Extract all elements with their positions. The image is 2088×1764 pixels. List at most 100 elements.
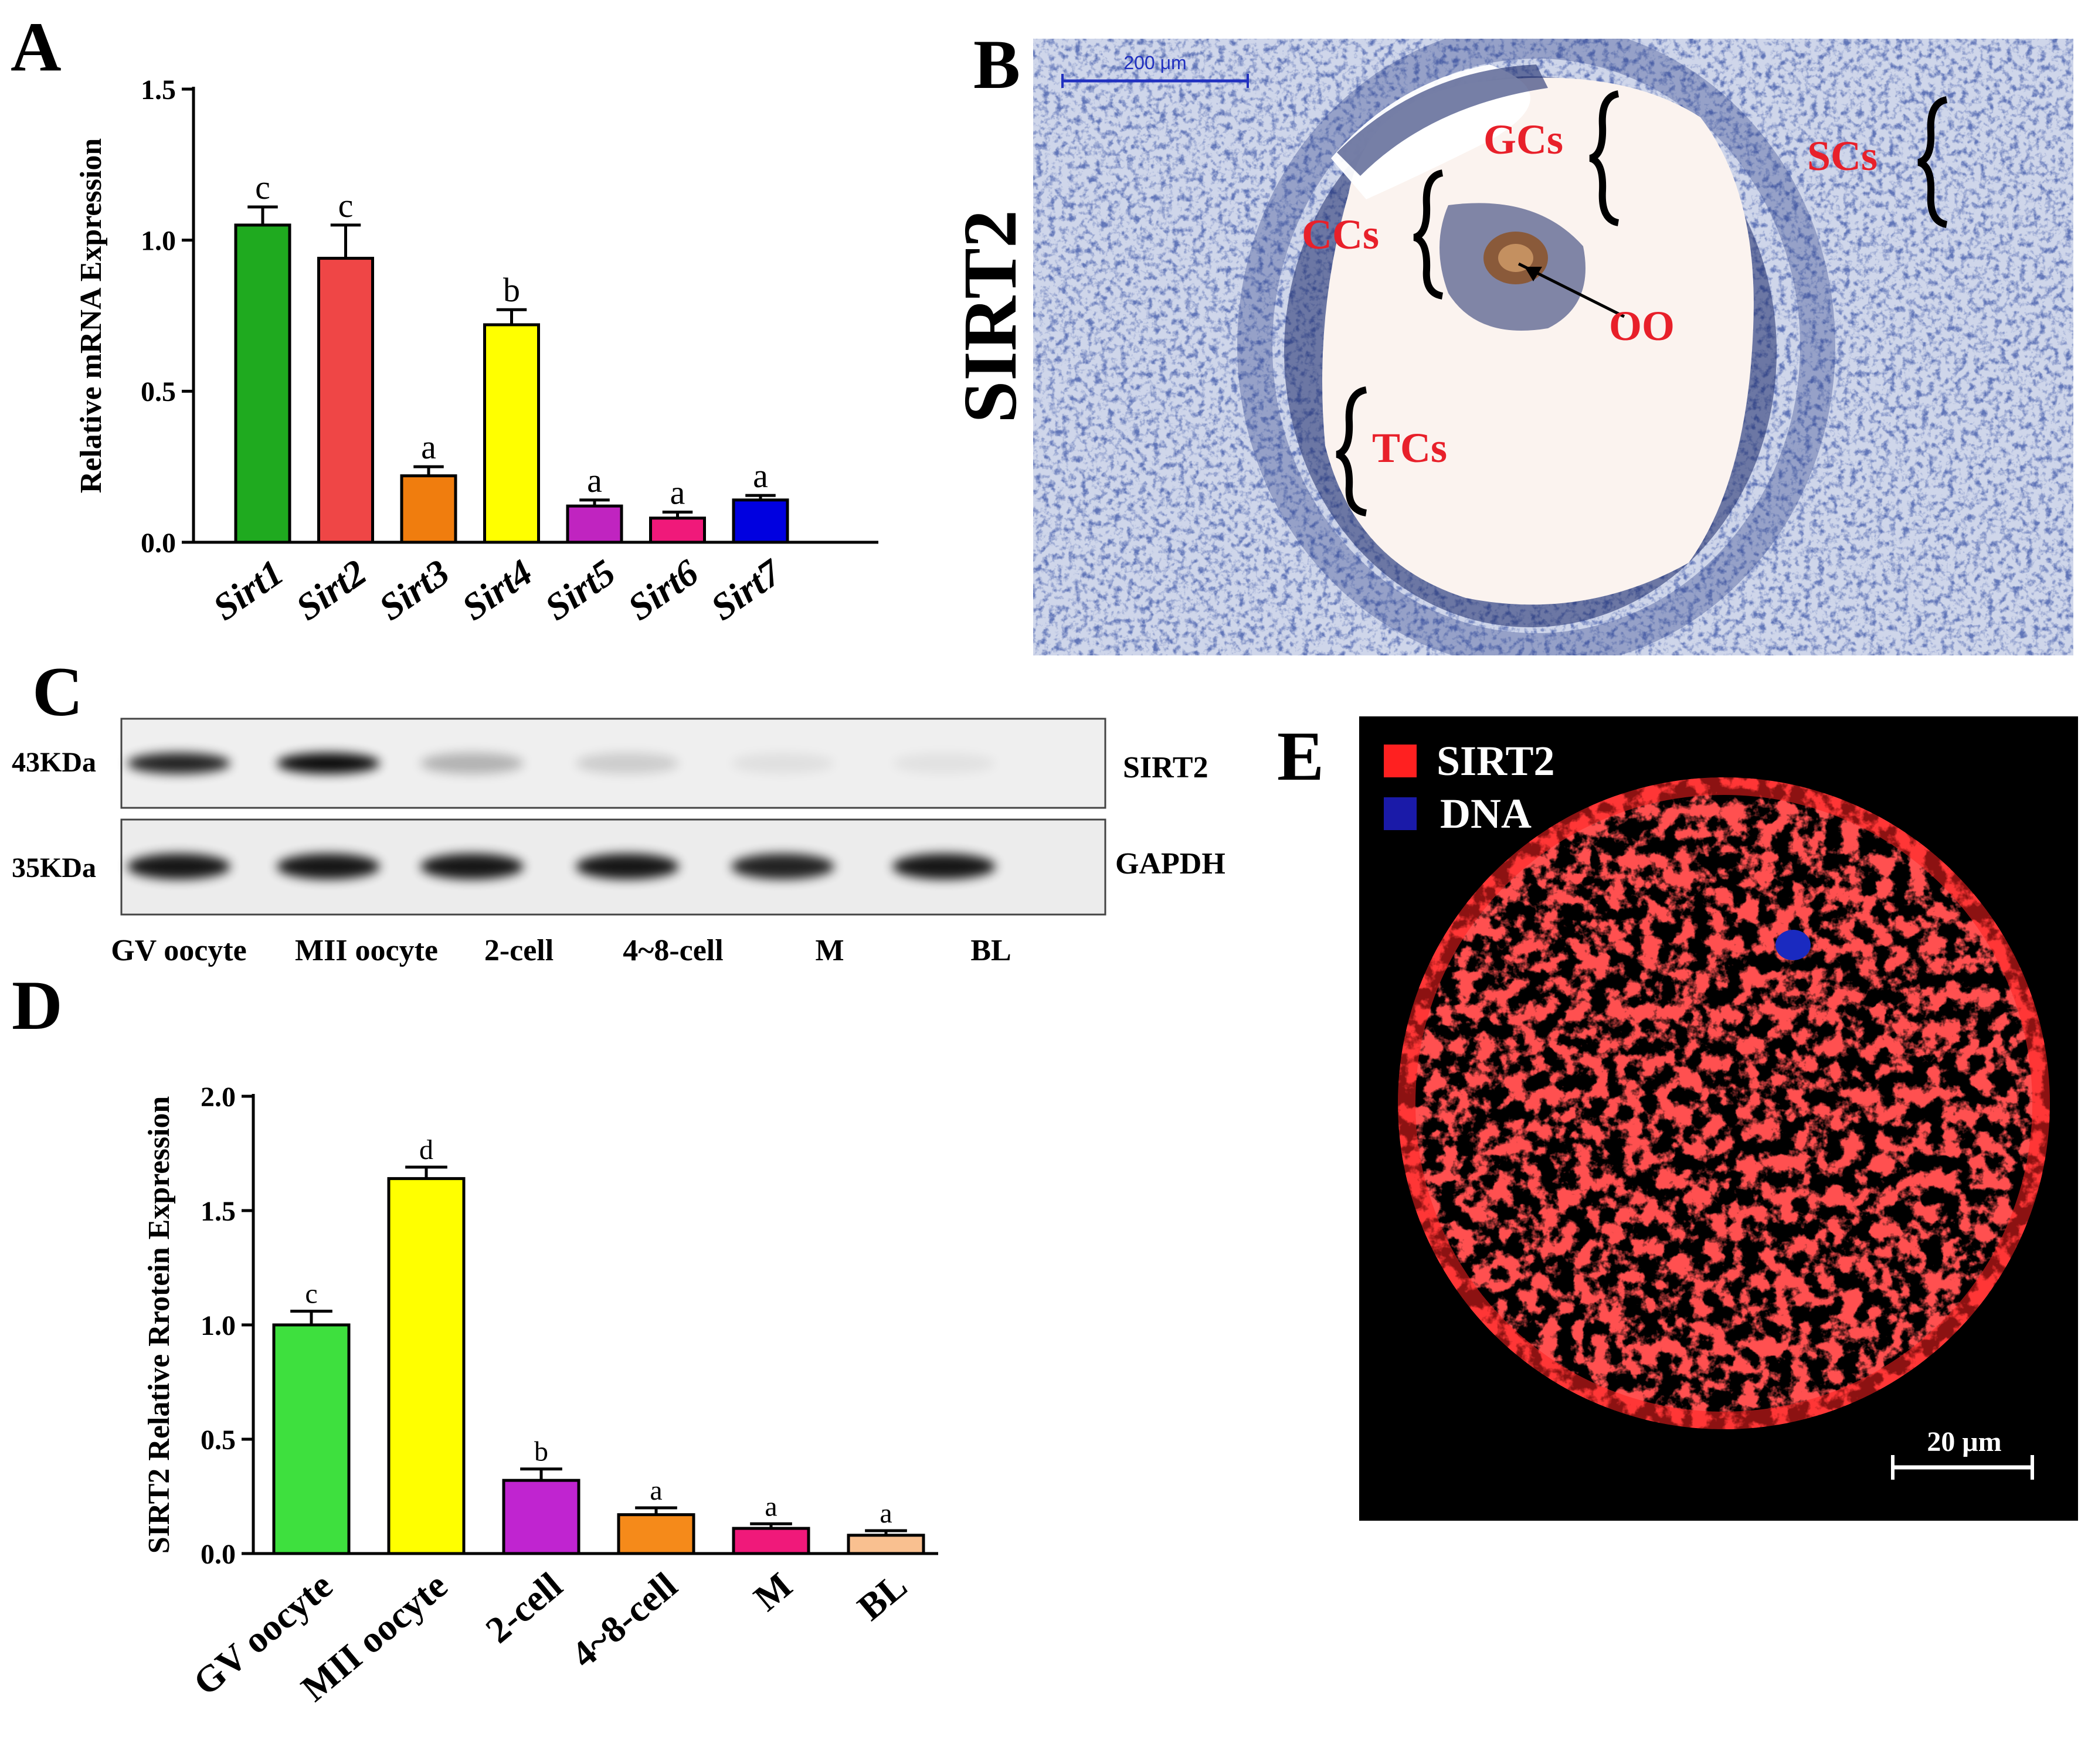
fluorescence-scale-text: 20 μm <box>1927 1426 2001 1457</box>
category-label: Sirt2 <box>288 551 374 628</box>
label-tcs: TCs <box>1372 424 1447 471</box>
significance-label: a <box>421 428 436 466</box>
legend-label-dna: DNA <box>1440 790 1532 837</box>
category-label: Sirt7 <box>703 550 790 628</box>
bar <box>617 1513 695 1555</box>
bar <box>317 257 374 544</box>
significance-label: c <box>338 186 354 225</box>
bar <box>502 1479 580 1555</box>
y-axis-label: Relative mRNA Expression <box>74 138 108 494</box>
blot-band <box>892 854 996 879</box>
blot-band <box>731 753 834 774</box>
label-scs: SCs <box>1807 132 1877 179</box>
blot-band <box>731 854 834 879</box>
panel-d: D 0.0 0.5 1.0 1.5 2.0 SIRT2 Relative Rrotein … <box>12 966 938 1709</box>
panel-letter-c: C <box>32 652 83 730</box>
y-axis-label: SIRT2 Relative Rrotein Expression <box>142 1096 176 1554</box>
brace-tcs <box>1336 386 1367 516</box>
significance-label: b <box>534 1436 548 1467</box>
bar <box>234 223 291 544</box>
y-tick-label: 0.5 <box>201 1425 236 1456</box>
label-ccs: CCs <box>1302 211 1379 258</box>
bar <box>272 1323 351 1555</box>
label-gcs: GCs <box>1483 116 1563 163</box>
blot-lane-label: 2-cell <box>484 934 554 967</box>
blot-band <box>420 753 524 774</box>
bar <box>483 323 540 544</box>
significance-label: c <box>305 1279 317 1310</box>
y-tick-label: 0.0 <box>141 528 176 559</box>
bar <box>847 1534 925 1555</box>
brace-scs <box>1917 96 1948 228</box>
sirt2-signal <box>1398 777 2050 1429</box>
blot-band <box>277 753 380 774</box>
blot-band <box>127 753 230 774</box>
legend-swatch-sirt2 <box>1384 745 1417 777</box>
panel-letter-e: E <box>1277 717 1324 795</box>
significance-label: c <box>255 168 270 206</box>
brace-ccs <box>1413 169 1444 300</box>
blot-band <box>127 854 230 879</box>
significance-label: a <box>587 461 602 499</box>
category-label: BL <box>850 1564 915 1628</box>
bar <box>732 1527 810 1555</box>
panel-letter-a: A <box>11 8 62 86</box>
panel-a: A 0.0 0.5 1.0 1.5 Relative mRNA Expression c S… <box>11 8 878 628</box>
brace-gcs <box>1589 90 1620 226</box>
y-tick-label: 1.0 <box>201 1310 236 1341</box>
blot-lane-labels: GV oocyte MII oocyte 2-cell 4~8-cell M BL <box>111 934 1011 967</box>
chart-d: 0.0 0.5 1.0 1.5 2.0 SIRT2 Relative Rrotein Ex… <box>142 1082 938 1709</box>
bar <box>387 1177 466 1555</box>
kda-label-1: 43KDa <box>12 747 96 778</box>
significance-label: a <box>765 1491 777 1522</box>
category-label: 2-cell <box>478 1564 570 1651</box>
y-tick-label: 1.5 <box>201 1196 236 1227</box>
category-label: 4~8-cell <box>563 1564 685 1675</box>
category-label: Sirt3 <box>371 551 457 628</box>
chart-a: 0.0 0.5 1.0 1.5 Relative mRNA Expression c Sir… <box>74 74 878 628</box>
histology-labels: GCs SCs CCs OO TCs <box>1302 90 1948 516</box>
bar <box>649 516 706 544</box>
panel-letter-d: D <box>12 966 63 1044</box>
legend-swatch-dna <box>1384 797 1417 830</box>
bar <box>566 504 623 544</box>
significance-label: a <box>650 1475 662 1506</box>
category-label: M <box>746 1564 800 1619</box>
significance-label: a <box>670 473 685 511</box>
histology-side-label: SIRT2 <box>948 210 1033 423</box>
significance-label: b <box>503 271 520 309</box>
label-oo: OO <box>1609 303 1675 349</box>
significance-label: d <box>419 1134 433 1165</box>
blot-bands <box>127 753 996 879</box>
bar <box>732 498 789 544</box>
category-label: Sirt1 <box>205 551 291 628</box>
blot-band <box>576 854 679 879</box>
blot-lane-label: GV oocyte <box>111 934 247 967</box>
y-tick-label: 1.5 <box>141 74 176 106</box>
panel-c: C 43KDa 35KDa SIRT2 GAPDH GV oocyte MII o… <box>12 652 1225 967</box>
panel-b: B SIRT2 200 μm GCs SCs CCs OO TCs <box>948 25 2073 655</box>
blot-lane-label: 4~8-cell <box>623 934 723 967</box>
y-tick-label: 0.5 <box>141 376 176 407</box>
histology-scale-text: 200 μm <box>1123 52 1186 73</box>
blot-lane-label: MII oocyte <box>295 934 438 967</box>
blot-protein-gapdh: GAPDH <box>1115 847 1225 881</box>
legend-label-sirt2: SIRT2 <box>1437 737 1555 784</box>
y-tick-label: 2.0 <box>201 1082 236 1113</box>
panel-letter-b: B <box>973 25 1020 103</box>
blot-band <box>576 753 679 774</box>
panel-e: E SIRT2 DNA 20 μm <box>1277 716 2078 1521</box>
category-label: Sirt6 <box>620 551 706 628</box>
blot-lane-label: M <box>815 934 844 967</box>
blot-protein-sirt2: SIRT2 <box>1123 751 1208 784</box>
blot-lane-label: BL <box>970 934 1011 967</box>
dna-signal <box>1775 930 1811 960</box>
significance-label: a <box>880 1498 892 1529</box>
blot-band <box>277 854 380 879</box>
y-tick-label: 0.0 <box>201 1539 236 1570</box>
blot-band <box>420 854 524 879</box>
category-label: Sirt5 <box>537 551 623 628</box>
y-tick-label: 1.0 <box>141 225 176 256</box>
